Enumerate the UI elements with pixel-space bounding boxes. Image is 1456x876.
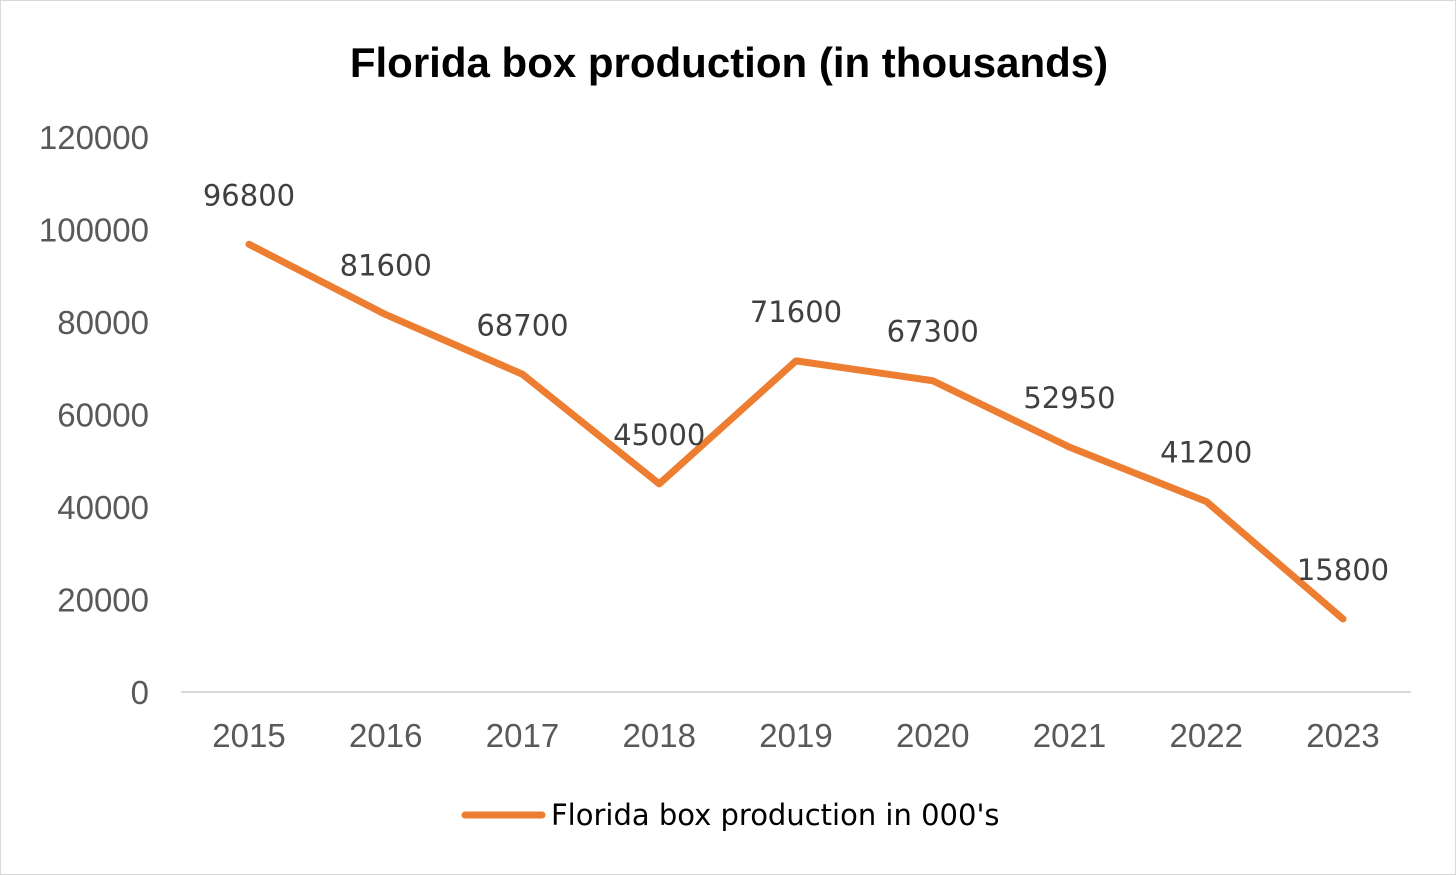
x-tick-label: 2019	[759, 717, 832, 754]
data-label: 67300	[887, 315, 979, 349]
data-label: 81600	[340, 249, 432, 283]
x-tick-label: 2022	[1170, 717, 1243, 754]
x-tick-label: 2017	[486, 717, 559, 754]
y-tick-label: 80000	[57, 304, 149, 341]
data-label: 71600	[750, 295, 842, 329]
data-labels: 96800 81600 68700 45000 71600 67300 52950 41200…	[203, 178, 1389, 587]
x-tick-label: 2021	[1033, 717, 1106, 754]
y-tick-label: 40000	[57, 489, 149, 526]
data-label: 68700	[476, 308, 568, 342]
data-label: 96800	[203, 178, 295, 212]
x-tick-label: 2015	[212, 717, 285, 754]
x-axis-ticks: 2015 2016 2017 2018 2019 2020 2021 2022 2023	[212, 717, 1379, 754]
data-label: 52950	[1023, 381, 1115, 415]
x-tick-label: 2018	[623, 717, 696, 754]
y-tick-label: 100000	[39, 212, 149, 249]
data-label: 41200	[1160, 435, 1252, 469]
data-label: 15800	[1297, 553, 1389, 587]
x-tick-label: 2023	[1306, 717, 1379, 754]
legend: Florida box production in 000's	[461, 798, 1000, 832]
y-tick-label: 60000	[57, 397, 149, 434]
y-tick-label: 120000	[39, 119, 149, 156]
data-label: 45000	[613, 418, 705, 452]
y-axis-ticks: 0 20000 40000 60000 80000 100000 120000	[39, 119, 149, 711]
y-tick-label: 0	[131, 674, 149, 711]
chart-title: Florida box production (in thousands)	[350, 39, 1108, 86]
series-line-florida-box-production	[245, 240, 1347, 623]
legend-label: Florida box production in 000's	[551, 798, 1000, 832]
x-tick-label: 2016	[349, 717, 422, 754]
y-tick-label: 20000	[57, 582, 149, 619]
x-tick-label: 2020	[896, 717, 969, 754]
